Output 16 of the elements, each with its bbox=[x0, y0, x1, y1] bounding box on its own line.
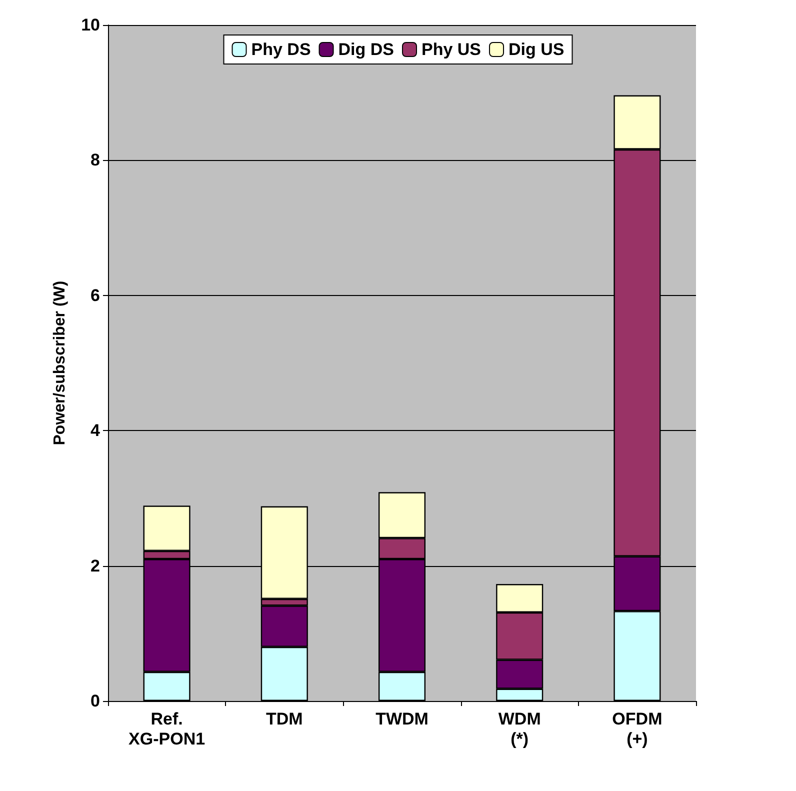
legend-label: Dig DS bbox=[338, 40, 394, 59]
legend-label: Dig US bbox=[508, 40, 564, 59]
legend-label: Phy US bbox=[422, 40, 482, 59]
x-tick-label: TWDM bbox=[376, 710, 428, 728]
x-tick-label: WDM (*) bbox=[498, 710, 541, 748]
y-axis-title: Power/subscriber (W) bbox=[52, 280, 68, 446]
y-tick-label: 4 bbox=[90, 421, 101, 440]
x-tick-label: OFDM (+) bbox=[612, 710, 662, 748]
y-tick-label: 2 bbox=[90, 556, 100, 576]
x-tick-label: TDM bbox=[266, 710, 303, 728]
x-tick-label: Ref. XG-PON1 bbox=[128, 710, 206, 748]
y-tick-label: 0 bbox=[90, 692, 100, 710]
y-tick-label: 6 bbox=[90, 286, 100, 305]
y-tick-label: 8 bbox=[90, 150, 100, 170]
y-tick-label: 10 bbox=[81, 16, 100, 34]
legend-label: Phy DS bbox=[251, 40, 311, 59]
